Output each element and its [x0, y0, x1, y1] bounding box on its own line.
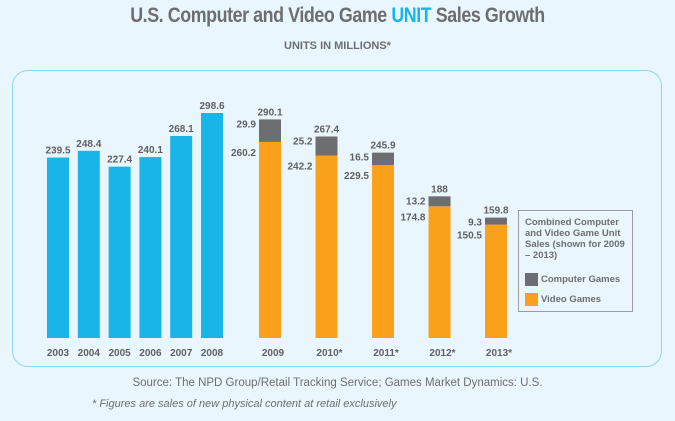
chart-subtitle: UNITS IN MILLIONS*: [284, 40, 391, 52]
total-label-2010*: 267.4: [314, 125, 339, 136]
video-label-2011*: 229.5: [344, 171, 369, 182]
bar-video-2011*: [372, 165, 394, 338]
total-label-2013*: 159.8: [483, 206, 508, 217]
legend-swatch-video: [525, 293, 538, 306]
bar-2004: [77, 150, 100, 338]
bar-video-2013*: [485, 224, 507, 338]
bar-2006: [139, 157, 162, 338]
x-tick-2005: 2005: [108, 348, 131, 359]
legend-label: Video Games: [541, 294, 602, 305]
bar-video-2012*: [428, 206, 451, 338]
chart-panel: [12, 70, 662, 367]
video-label-2013*: 150.5: [457, 231, 482, 242]
computer-label-2009: 29.9: [237, 119, 257, 130]
computer-label-2011*: 16.5: [350, 153, 370, 164]
title-text: U.S. Computer and Video Game: [130, 4, 392, 27]
bar-computer-2010*: [315, 136, 338, 156]
total-label-2009: 290.1: [257, 107, 282, 118]
data-label-2008: 298.6: [199, 101, 224, 112]
chart-title: U.S. Computer and Video Game UNIT Sales …: [51, 4, 625, 28]
total-label-2012*: 188: [431, 184, 448, 195]
bar-2005: [108, 166, 131, 338]
legend-item-video: Video Games: [525, 293, 601, 306]
bar-2007: [170, 135, 193, 338]
computer-label-2013*: 9.3: [468, 218, 482, 229]
bar-video-2010*: [315, 155, 338, 338]
total-label-2011*: 245.9: [370, 141, 395, 152]
x-tick-2013*: 2013*: [486, 348, 512, 359]
x-tick-2008: 2008: [201, 348, 224, 359]
data-label-2003: 239.5: [45, 146, 70, 157]
video-label-2010*: 242.2: [287, 161, 312, 172]
x-tick-2004: 2004: [78, 348, 101, 359]
x-tick-2012*: 2012*: [429, 348, 455, 359]
x-tick-2003: 2003: [47, 348, 70, 359]
title-highlight: UNIT: [391, 4, 432, 27]
legend-label: Computer Games: [541, 274, 621, 285]
title-text-end: Sales Growth: [431, 4, 545, 27]
x-tick-2011*: 2011*: [373, 348, 399, 359]
bar-computer-2011*: [372, 152, 394, 166]
legend: Combined Computer and Video Game Unit Sa…: [518, 210, 633, 312]
video-label-2012*: 174.8: [400, 212, 425, 223]
legend-item-computer: Computer Games: [525, 273, 620, 286]
legend-title: Combined Computer and Video Game Unit Sa…: [525, 217, 625, 261]
data-label-2006: 240.1: [138, 145, 163, 156]
data-label-2004: 248.4: [76, 139, 101, 150]
footnote: * Figures are sales of new physical cont…: [92, 398, 397, 410]
bar-computer-2013*: [485, 217, 507, 225]
data-label-2007: 268.1: [169, 124, 194, 135]
computer-label-2012*: 13.2: [406, 196, 426, 207]
x-tick-2007: 2007: [170, 348, 193, 359]
legend-swatch-computer: [525, 273, 538, 286]
x-tick-2006: 2006: [139, 348, 162, 359]
bar-video-2009: [259, 141, 281, 338]
computer-label-2010*: 25.2: [293, 137, 313, 148]
source-note: Source: The NPD Group/Retail Tracking Se…: [132, 377, 543, 389]
data-label-2005: 227.4: [107, 155, 132, 166]
bar-computer-2009: [259, 119, 281, 142]
x-tick-2009: 2009: [262, 348, 285, 359]
bar-computer-2012*: [428, 196, 451, 207]
bar-2003: [47, 157, 69, 338]
x-tick-2010*: 2010*: [316, 348, 342, 359]
video-label-2009: 260.2: [231, 148, 256, 159]
bar-2008: [201, 113, 223, 338]
